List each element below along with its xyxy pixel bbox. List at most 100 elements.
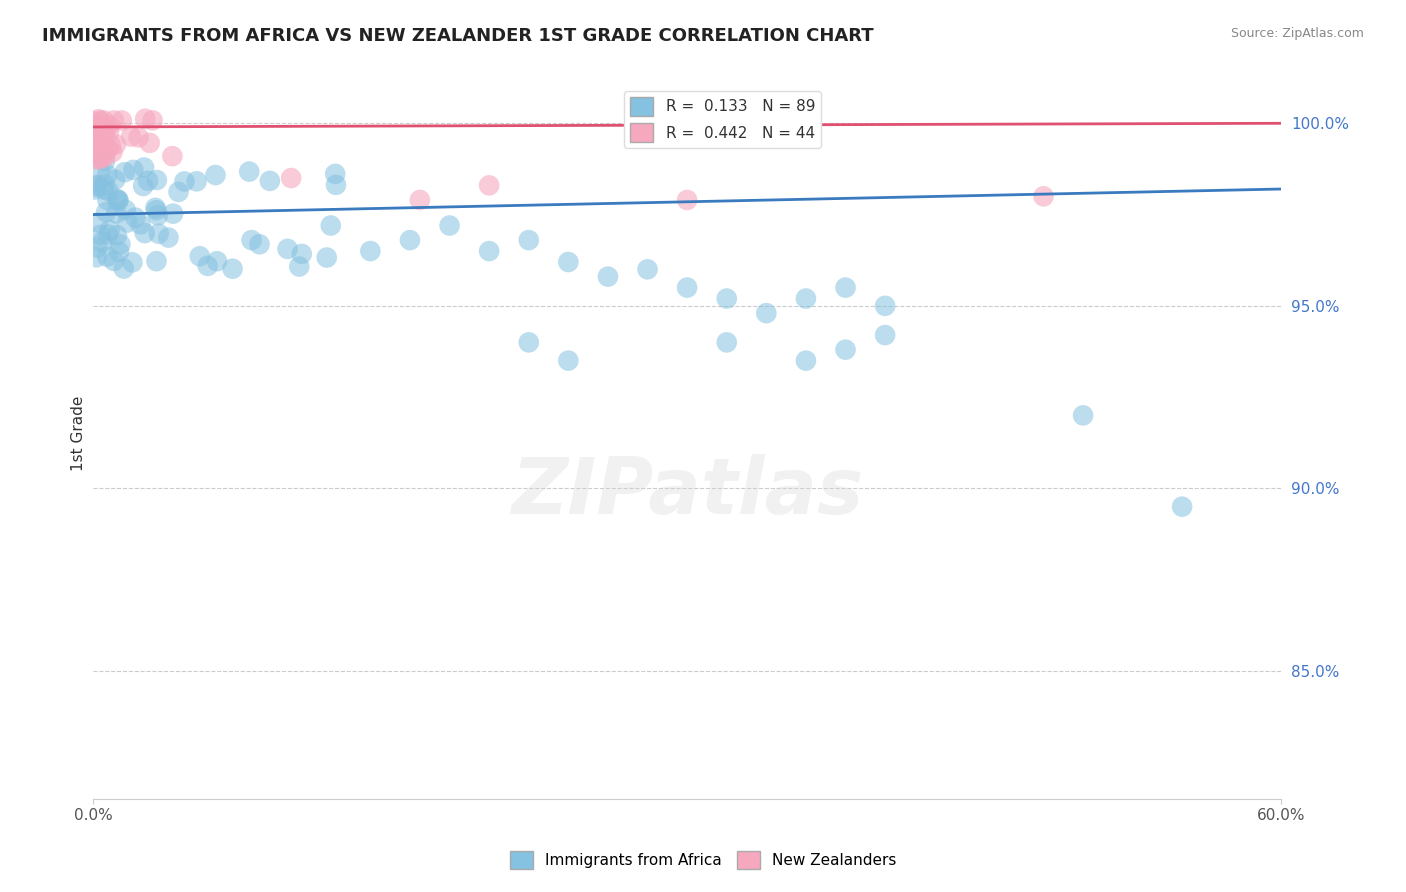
Point [205,254,228,268]
Point [148,227,170,241]
Point [100,137,122,152]
Point [162,149,184,163]
Point [83,114,105,128]
Point [89,227,111,242]
Point [105,228,128,243]
Point [124,211,146,225]
Point [676,193,699,207]
Point [108,244,131,259]
Point [478,244,501,258]
Point [86,153,108,167]
Point [834,343,856,357]
Point [87,148,110,162]
Point [86,178,108,192]
Point [86,125,108,139]
Point [112,261,135,276]
Point [96,193,118,207]
Point [105,193,128,207]
Point [84,123,107,137]
Point [478,178,501,193]
Point [145,203,167,218]
Point [146,173,169,187]
Point [87,112,110,127]
Point [794,353,817,368]
Point [129,218,152,232]
Point [84,179,107,194]
Point [288,260,311,274]
Point [83,145,105,160]
Point [105,206,128,220]
Legend: R =  0.133   N = 89, R =  0.442   N = 44: R = 0.133 N = 89, R = 0.442 N = 44 [624,91,821,148]
Point [325,178,347,192]
Point [794,292,817,306]
Point [517,233,540,247]
Point [1032,189,1054,203]
Point [221,261,243,276]
Point [97,227,120,242]
Point [136,174,159,188]
Point [96,168,118,182]
Point [637,262,659,277]
Point [145,254,167,268]
Point [197,259,219,273]
Point [240,233,263,247]
Point [89,152,111,166]
Point [291,247,314,261]
Point [89,114,111,128]
Text: ZIPatlas: ZIPatlas [510,454,863,530]
Point [107,193,129,207]
Text: IMMIGRANTS FROM AFRICA VS NEW ZEALANDER 1ST GRADE CORRELATION CHART: IMMIGRANTS FROM AFRICA VS NEW ZEALANDER … [42,27,873,45]
Point [134,112,156,126]
Point [188,249,211,263]
Point [204,168,226,182]
Point [557,353,579,368]
Point [94,205,117,219]
Point [315,251,337,265]
Point [103,113,125,128]
Point [596,269,619,284]
Point [86,127,108,141]
Point [138,136,160,150]
Point [110,237,132,252]
Y-axis label: 1st Grade: 1st Grade [72,396,86,471]
Point [145,201,167,215]
Point [875,299,897,313]
Point [96,250,118,264]
Point [439,219,461,233]
Point [93,113,115,128]
Point [277,242,299,256]
Point [186,174,208,188]
Point [84,182,107,196]
Point [86,241,108,255]
Point [89,143,111,157]
Point [87,146,110,161]
Point [86,142,108,156]
Point [319,219,342,233]
Point [157,230,180,244]
Point [91,235,114,249]
Point [1171,500,1194,514]
Point [167,185,190,199]
Point [98,223,121,237]
Text: Source: ZipAtlas.com: Source: ZipAtlas.com [1230,27,1364,40]
Point [259,174,281,188]
Point [359,244,381,258]
Point [162,206,184,220]
Point [323,167,346,181]
Point [1071,409,1094,423]
Point [93,137,115,152]
Point [103,253,125,268]
Point [107,194,129,208]
Point [98,119,121,133]
Point [875,328,897,343]
Point [89,126,111,140]
Legend: Immigrants from Africa, New Zealanders: Immigrants from Africa, New Zealanders [503,845,903,875]
Point [134,226,156,240]
Point [249,237,271,252]
Point [114,202,136,217]
Point [83,117,105,131]
Point [121,255,143,269]
Point [104,137,127,152]
Point [114,165,136,179]
Point [716,292,738,306]
